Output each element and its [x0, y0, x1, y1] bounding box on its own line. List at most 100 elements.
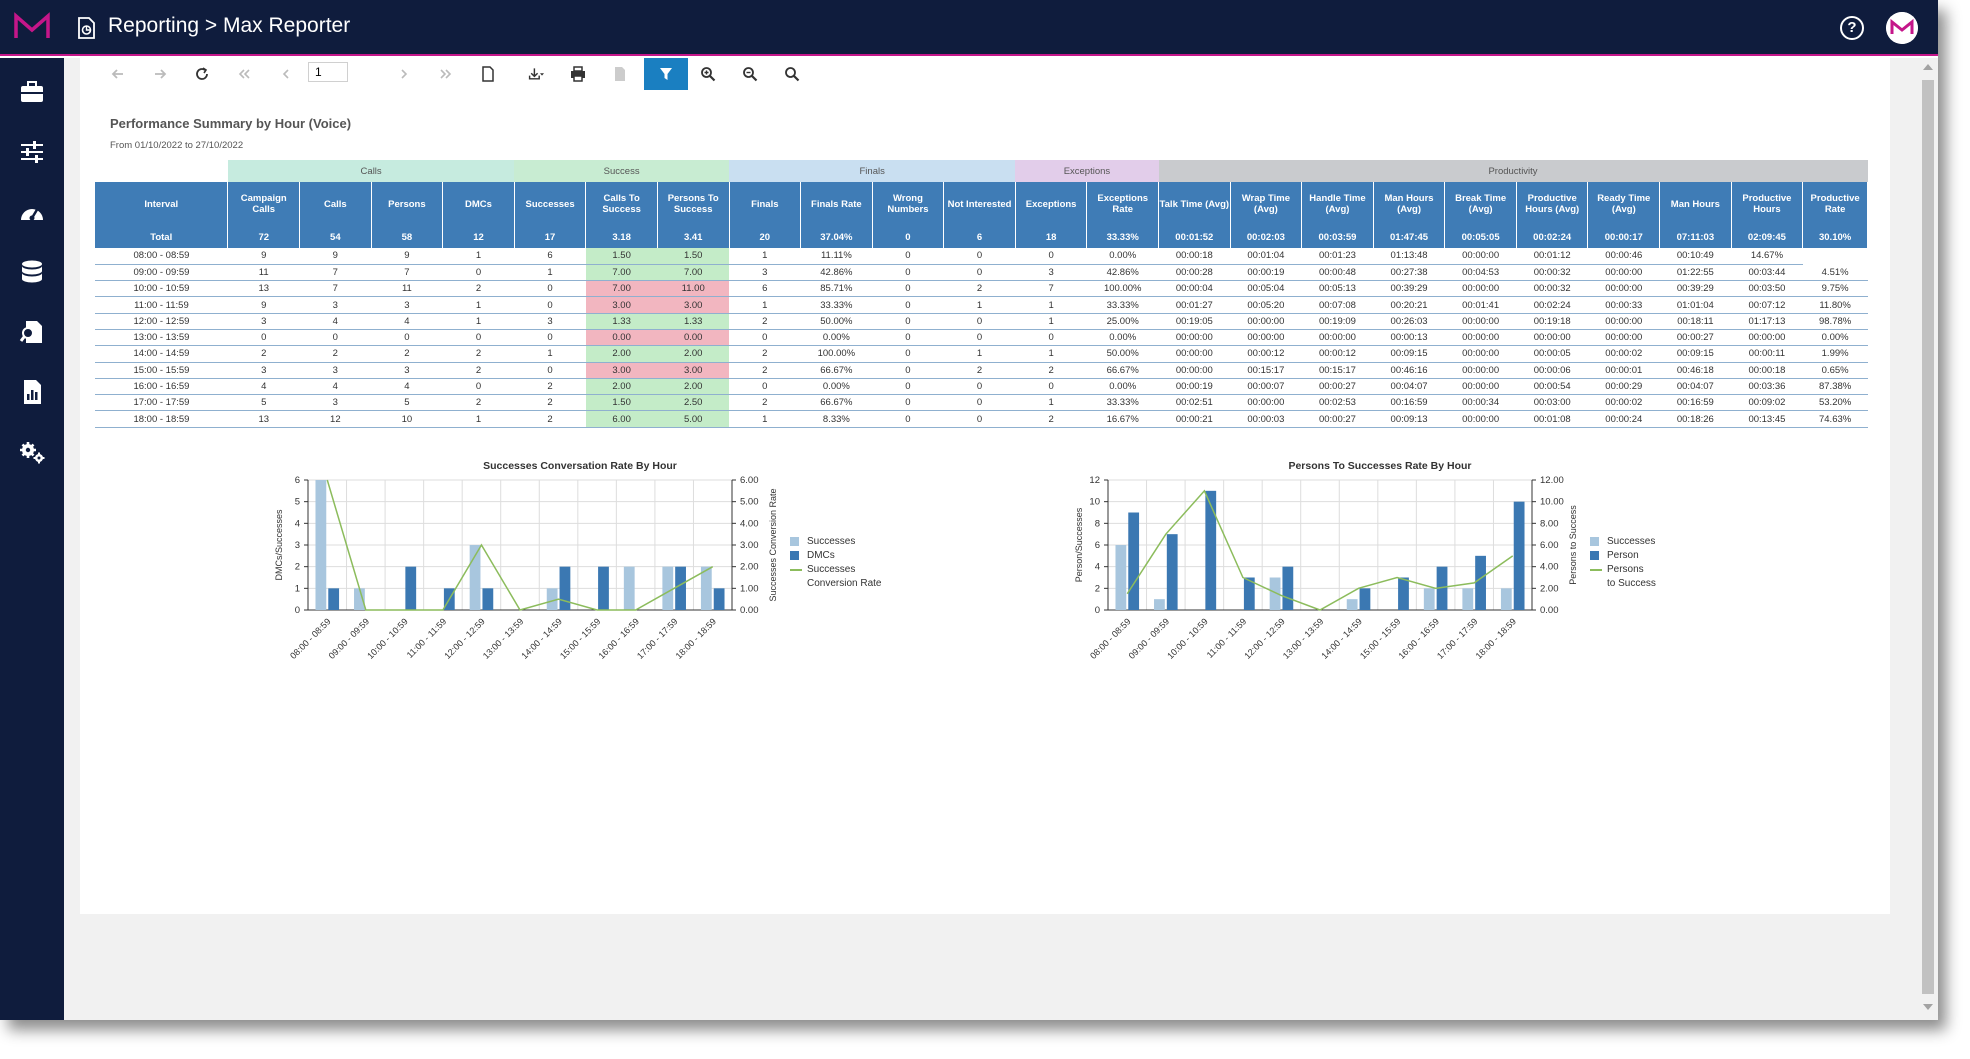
total-cell: 12 — [442, 226, 515, 248]
column-header[interactable]: Campaign Calls — [227, 182, 301, 226]
table-cell: 13 — [227, 410, 300, 428]
table-cell: 6 — [514, 248, 586, 265]
total-cell: 00:00:17 — [1587, 226, 1661, 248]
column-header[interactable]: Break Time (Avg) — [1444, 182, 1517, 226]
table-cell: 74.63% — [1802, 410, 1868, 428]
settings-gears-icon[interactable] — [18, 438, 46, 466]
last-page-button[interactable] — [432, 61, 460, 87]
table-cell: 00:00:21 — [1158, 410, 1231, 428]
forward-button[interactable] — [146, 61, 174, 87]
table-cell: 0 — [371, 329, 443, 347]
table-cell: 1 — [1015, 296, 1087, 314]
search-button[interactable] — [778, 61, 806, 87]
column-header[interactable]: DMCs — [442, 182, 515, 226]
total-cell: 6 — [943, 226, 1016, 248]
table-cell: 0 — [872, 378, 944, 396]
column-header[interactable]: Talk Time (Avg) — [1158, 182, 1231, 226]
next-page-button[interactable] — [390, 61, 418, 87]
column-header[interactable]: Wrap Time (Avg) — [1230, 182, 1303, 226]
column-header[interactable]: Productive Hours — [1731, 182, 1804, 226]
column-header[interactable]: Persons — [371, 182, 444, 226]
table-cell: 00:16:59 — [1373, 394, 1445, 412]
filter-button[interactable] — [644, 58, 688, 90]
table-cell: 00:00:00 — [1444, 378, 1517, 396]
column-header[interactable]: Productive Rate — [1802, 182, 1868, 226]
total-cell: 0 — [872, 226, 945, 248]
table-cell: 00:00:19 — [1158, 378, 1231, 396]
y-tick-label: 4 — [295, 518, 300, 529]
column-header[interactable]: Handle Time (Avg) — [1301, 182, 1374, 226]
table-cell: 00:00:48 — [1301, 264, 1374, 282]
database-icon[interactable] — [18, 258, 46, 286]
refresh-button[interactable] — [188, 61, 216, 87]
column-header[interactable]: Exceptions Rate — [1086, 182, 1160, 226]
table-cell: 0 — [872, 410, 944, 428]
y-tick-label: 12 — [1089, 475, 1100, 486]
column-header[interactable]: Successes — [514, 182, 587, 226]
y2-tick-label: 0.00 — [740, 605, 759, 616]
table-cell: 00:02:51 — [1158, 394, 1231, 412]
help-icon[interactable]: ? — [1840, 16, 1864, 40]
scroll-down-arrow-icon[interactable] — [1923, 1004, 1933, 1010]
table-cell: 3 — [1015, 264, 1087, 282]
table-cell: 1.33 — [657, 313, 729, 330]
report-chart-icon[interactable] — [18, 378, 46, 406]
table-cell: 33.33% — [1086, 296, 1159, 314]
table-cell: 01:13:48 — [1373, 248, 1445, 265]
table-row: 12:00 - 12:59 3 4 4 1 3 1.33 1.33 2 50.00% 0 0 1 25.0… — [95, 313, 1868, 330]
max-logo-icon[interactable] — [14, 12, 50, 42]
table-cell: 0 — [872, 296, 944, 314]
table-cell: 4 — [299, 313, 372, 330]
table-cell: 1.50 — [585, 248, 658, 265]
table-cell: 00:19:09 — [1301, 313, 1374, 330]
column-header[interactable]: Productive Hours (Avg) — [1516, 182, 1589, 226]
table-cell: 3.00 — [585, 296, 658, 314]
group-header: Calls — [227, 160, 515, 182]
column-header[interactable]: Exceptions — [1015, 182, 1088, 226]
column-header[interactable]: Calls — [299, 182, 372, 226]
column-header[interactable]: Wrong Numbers — [872, 182, 945, 226]
export-button[interactable] — [518, 61, 554, 87]
table-cell: 2 — [1015, 410, 1087, 428]
table-cell: 42.86% — [800, 264, 873, 282]
document-map-button[interactable] — [606, 61, 634, 87]
column-header[interactable]: Man Hours — [1659, 182, 1732, 226]
column-header[interactable]: Calls To Success — [585, 182, 658, 226]
table-cell: 00:39:29 — [1373, 280, 1445, 298]
column-header[interactable]: Ready Time (Avg) — [1587, 182, 1661, 226]
first-page-button[interactable] — [230, 61, 258, 87]
scrollbar-thumb[interactable] — [1922, 80, 1934, 994]
column-header[interactable]: Interval — [95, 182, 229, 226]
table-cell: 00:04:07 — [1373, 378, 1445, 396]
table-cell: 1.50 — [585, 394, 658, 412]
table-cell: 00:04:53 — [1444, 264, 1517, 282]
user-avatar[interactable] — [1886, 12, 1918, 44]
table-cell: 3.00 — [657, 362, 729, 379]
column-header[interactable]: Not Interested — [943, 182, 1016, 226]
scroll-up-arrow-icon[interactable] — [1923, 64, 1933, 70]
zoom-out-button[interactable] — [736, 61, 764, 87]
y2-tick-label: 4.00 — [1540, 562, 1559, 573]
sliders-icon[interactable] — [18, 138, 46, 166]
table-cell: 00:01:12 — [1516, 248, 1588, 265]
back-button[interactable] — [104, 61, 132, 87]
file-search-icon[interactable] — [18, 318, 46, 346]
bar-person — [1166, 534, 1178, 610]
zoom-in-button[interactable] — [694, 61, 722, 87]
column-header[interactable]: Finals Rate — [800, 182, 873, 226]
previous-page-button[interactable] — [272, 61, 300, 87]
total-cell: 18 — [1015, 226, 1088, 248]
vertical-scrollbar[interactable] — [1918, 58, 1938, 1020]
column-header[interactable]: Persons To Success — [657, 182, 730, 226]
table-cell: 00:00:00 — [1230, 394, 1302, 412]
chevron-right-icon — [401, 69, 408, 79]
table-cell: 0 — [872, 280, 944, 298]
page-number-input[interactable]: 1 — [308, 62, 348, 82]
briefcase-icon[interactable] — [18, 78, 46, 106]
table-cell: 0 — [729, 378, 801, 396]
print-button[interactable] — [564, 61, 592, 87]
column-header[interactable]: Man Hours (Avg) — [1373, 182, 1446, 226]
column-header[interactable]: Finals — [729, 182, 802, 226]
print-layout-button[interactable] — [474, 61, 502, 87]
dashboard-gauge-icon[interactable] — [18, 198, 46, 226]
